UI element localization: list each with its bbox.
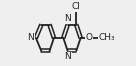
Text: N: N	[64, 14, 71, 23]
Text: Cl: Cl	[72, 2, 81, 11]
Text: N: N	[64, 52, 71, 61]
Text: O: O	[86, 33, 93, 42]
Text: N: N	[27, 33, 34, 42]
Text: CH₃: CH₃	[99, 33, 115, 42]
